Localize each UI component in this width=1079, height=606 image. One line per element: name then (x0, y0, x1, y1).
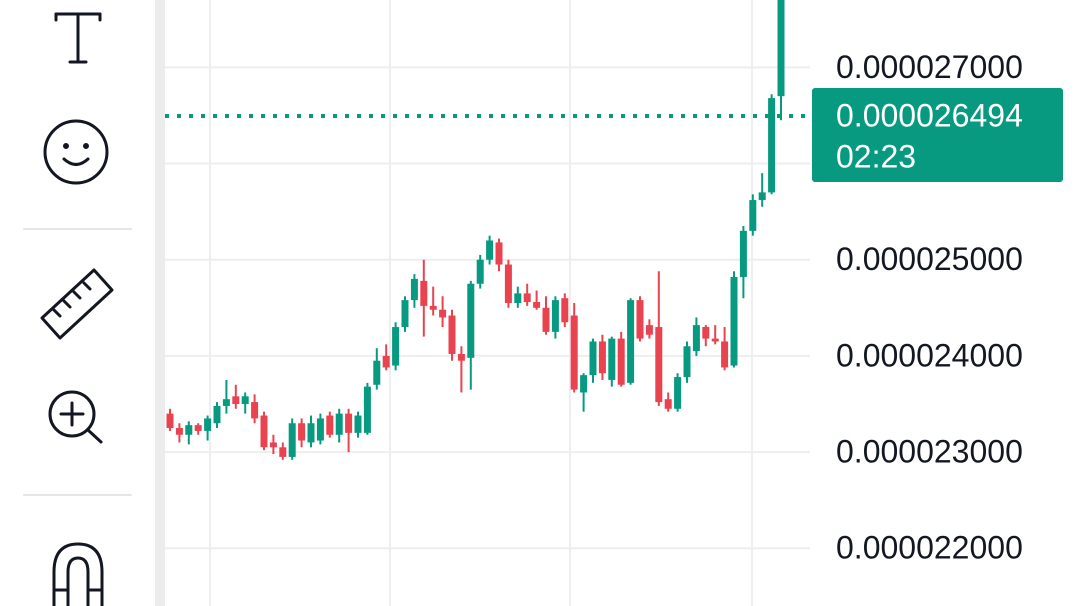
candle-body (232, 396, 240, 404)
candle-body (627, 300, 635, 383)
candle-body (175, 428, 183, 435)
time-grid (209, 0, 753, 606)
candle-body (326, 415, 334, 435)
candle-body (561, 298, 569, 323)
candle-body (251, 402, 259, 419)
candle-body (307, 423, 315, 443)
candle-body (354, 415, 362, 433)
candle-body (674, 377, 682, 409)
candle-body (382, 355, 390, 368)
candle-body (467, 283, 475, 358)
candle-body (429, 305, 437, 310)
candle-body (645, 325, 653, 335)
candle-body (439, 309, 447, 318)
candle-body (739, 230, 747, 278)
candle-body (363, 386, 371, 433)
candle-body (570, 315, 578, 390)
candle-body (316, 418, 324, 441)
candle-body (551, 300, 559, 332)
candle-body (589, 341, 597, 376)
candle-body (166, 413, 174, 429)
candle-body (777, 0, 785, 97)
candle-body (269, 442, 277, 448)
candle-body (298, 423, 306, 441)
ruler-tool[interactable] (40, 268, 114, 340)
y-tick-label: 0.000022000 (836, 530, 1023, 566)
candle-body (345, 413, 353, 433)
candle-body (392, 327, 400, 366)
text-tool[interactable] (54, 12, 102, 64)
emoji-tool[interactable] (43, 119, 109, 185)
toolbar-divider (155, 0, 165, 606)
candle-body (194, 425, 202, 431)
candle-body (279, 447, 287, 457)
y-tick-label: 0.000023000 (836, 434, 1023, 470)
candle-body (213, 405, 221, 424)
candle-body (241, 396, 249, 404)
countdown: 02:23 (836, 138, 916, 174)
candle-body (204, 418, 212, 431)
candle-body (410, 278, 418, 301)
candle-body (514, 293, 522, 303)
y-tick-label: 0.000024000 (836, 337, 1023, 373)
candle-body (636, 300, 644, 339)
candle-body (580, 375, 588, 393)
y-tick-label: 0.000025000 (836, 241, 1023, 277)
candle-body (401, 300, 409, 328)
candle-body (768, 98, 776, 193)
candle-body (721, 341, 729, 368)
magnet-tool[interactable] (52, 542, 104, 606)
candle-body (222, 399, 230, 406)
candle-body (702, 327, 710, 339)
candle-body (533, 302, 541, 308)
candle-body (664, 399, 672, 409)
candle-body (448, 315, 456, 354)
candle-body (655, 327, 663, 403)
candle-body (598, 341, 606, 374)
candle-body (288, 423, 296, 457)
candle-body (608, 338, 616, 380)
candle-body (692, 325, 700, 352)
candle-body (711, 338, 719, 342)
candle-body (749, 200, 757, 231)
candle-body (486, 240, 494, 260)
candle-body (758, 192, 766, 201)
candle-body (260, 415, 268, 448)
candle-body (373, 360, 381, 385)
candle-body (335, 413, 343, 435)
y-tick-label: 0.000027000 (836, 49, 1023, 85)
candle-body (504, 264, 512, 303)
candle-body (523, 293, 531, 303)
candle-body (476, 259, 484, 284)
zoom-tool[interactable] (48, 390, 103, 444)
candle-body (617, 338, 625, 385)
last-price-badge (812, 88, 1063, 183)
candle-body (495, 242, 503, 265)
candle-body (457, 353, 465, 361)
candle-body (185, 425, 193, 435)
candle-body (420, 280, 428, 306)
last-price-label: 0.000026494 (836, 97, 1023, 133)
candle-body (730, 277, 738, 366)
candle-body (542, 307, 550, 332)
candle-body (683, 346, 691, 378)
